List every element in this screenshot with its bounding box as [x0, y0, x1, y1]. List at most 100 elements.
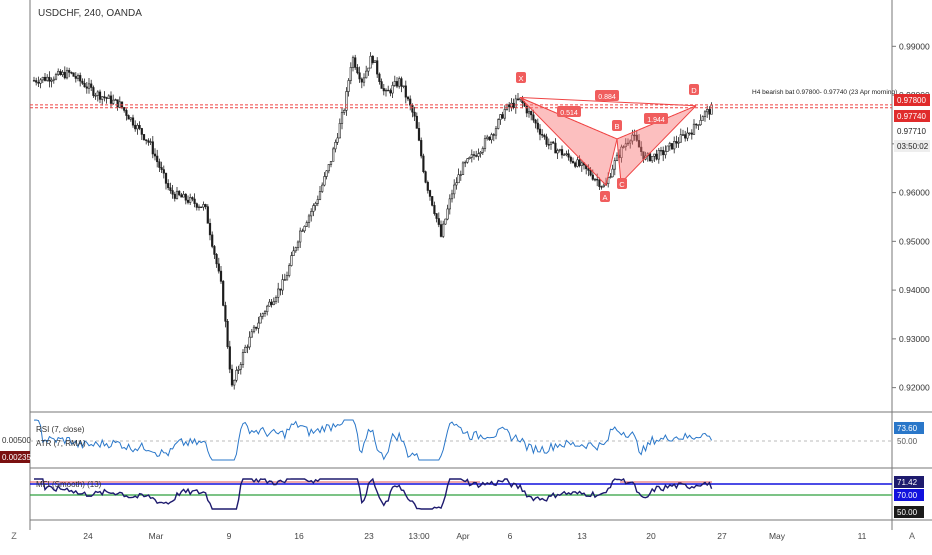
candle-body: [204, 204, 207, 207]
candle-body: [50, 79, 53, 82]
candle-body: [186, 199, 190, 203]
candle-body: [475, 155, 478, 157]
candle-body: [659, 149, 663, 152]
candle-body: [600, 186, 603, 188]
osc-high-bg: [894, 489, 924, 501]
candle-body: [294, 247, 297, 252]
candle-body: [431, 196, 434, 206]
candle-body: [158, 161, 161, 168]
candle-body: [356, 67, 359, 74]
ratio-xab: 0.514: [560, 110, 578, 117]
candle-body: [514, 98, 517, 108]
candle-body: [360, 78, 363, 83]
point-x-label: X: [518, 74, 523, 83]
rsi-value: 73.60: [897, 424, 918, 433]
candle-body: [156, 155, 159, 163]
candle-body: [708, 109, 711, 115]
candle-body: [615, 154, 619, 161]
candle-body: [635, 134, 638, 141]
candle-body: [494, 128, 498, 136]
candle-body: [376, 60, 379, 75]
candle-body: [593, 178, 597, 181]
candle-body: [468, 157, 471, 159]
candle-body: [497, 119, 500, 129]
candle-body: [109, 95, 113, 104]
candle-body: [413, 111, 416, 117]
candle-body: [345, 91, 348, 111]
y-tick-label: 0.93000: [899, 334, 930, 344]
point-c-label: C: [619, 180, 625, 189]
candle-body: [332, 148, 335, 162]
candle-body: [206, 206, 209, 224]
candle-body: [41, 76, 44, 81]
candle-body: [87, 83, 91, 89]
candle-body: [316, 199, 319, 204]
candle-body: [538, 128, 542, 135]
osc-level-high-label: 70.00: [897, 491, 918, 500]
candle-body: [65, 70, 69, 79]
candle-body: [239, 364, 242, 370]
candle-body: [699, 120, 702, 126]
candle-body: [208, 223, 212, 236]
candle-body: [461, 162, 465, 175]
candle-body: [336, 137, 339, 143]
atr-label: ATR (7, RMA): [36, 439, 86, 448]
osc-mid-bg: [894, 506, 924, 518]
candle-body: [611, 168, 614, 178]
candle-body: [378, 73, 381, 82]
candle-body: [530, 110, 533, 116]
price-tag-top-bg: [894, 94, 930, 106]
candle-body: [301, 230, 304, 232]
candle-body: [409, 98, 412, 106]
candle-body: [123, 107, 126, 111]
candle-body: [706, 109, 709, 113]
candle-body: [125, 110, 128, 116]
candle-body: [54, 74, 58, 80]
candle-body: [483, 138, 487, 149]
candle-body: [668, 143, 671, 147]
candle-body: [140, 128, 143, 135]
y-tick-label: 0.95000: [899, 236, 930, 246]
candle-body: [59, 70, 62, 75]
candle-body: [578, 159, 581, 166]
candle-body: [129, 117, 132, 120]
candle-body: [541, 134, 544, 136]
candle-body: [279, 288, 282, 291]
price-tag-last-bg: [894, 125, 930, 137]
candle-body: [241, 352, 245, 365]
candle-body: [90, 83, 93, 88]
candle-body: [703, 111, 707, 117]
candle-body: [420, 140, 423, 157]
countdown-tag-bg: [894, 140, 930, 152]
candle-body: [580, 162, 583, 166]
y-tick-label: 0.94000: [899, 285, 930, 295]
candle-body: [340, 112, 344, 124]
candle-body: [217, 263, 220, 272]
candle-body: [453, 184, 456, 195]
candle-body: [112, 99, 115, 104]
pattern-xb-line: [519, 97, 618, 140]
candle-body: [114, 99, 117, 101]
candle-body: [598, 179, 601, 187]
candle-body: [228, 346, 231, 370]
candle-body: [648, 153, 652, 162]
point-c-label-bg: [617, 178, 627, 189]
candle-body: [565, 153, 568, 156]
candle-body: [424, 171, 427, 183]
candle-body: [503, 109, 506, 119]
candle-body: [543, 134, 546, 138]
candle-body: [653, 153, 656, 157]
candle-body: [499, 114, 502, 120]
osc-value-bg: [894, 476, 924, 488]
candle-body: [268, 301, 271, 307]
price-axis[interactable]: 0.990000.980000.970000.960000.950000.940…: [0, 41, 930, 518]
candle-body: [534, 119, 537, 124]
candle-body: [371, 55, 374, 64]
candle-body: [415, 115, 418, 129]
x-tick-label: 13: [577, 531, 587, 541]
time-axis[interactable]: 24 Mar 9 16 23 13:00 Apr 6 13 20 27 May 11 Z A: [11, 531, 915, 541]
candle-body: [310, 211, 313, 217]
candle-body: [83, 82, 86, 88]
